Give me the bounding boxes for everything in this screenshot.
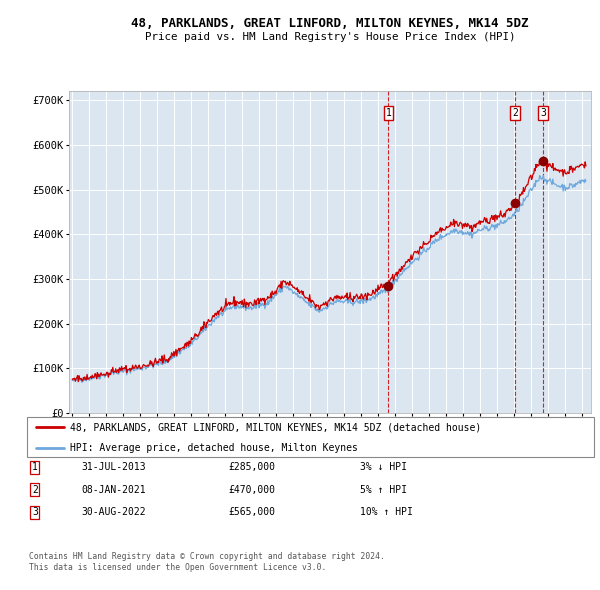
Text: 5% ↑ HPI: 5% ↑ HPI [360,485,407,494]
Text: 3% ↓ HPI: 3% ↓ HPI [360,463,407,472]
Text: £285,000: £285,000 [228,463,275,472]
Text: 08-JAN-2021: 08-JAN-2021 [81,485,146,494]
Text: Price paid vs. HM Land Registry's House Price Index (HPI): Price paid vs. HM Land Registry's House … [145,32,515,41]
Text: 10% ↑ HPI: 10% ↑ HPI [360,507,413,517]
Text: HPI: Average price, detached house, Milton Keynes: HPI: Average price, detached house, Milt… [70,444,358,454]
Text: 1: 1 [32,463,38,472]
Text: This data is licensed under the Open Government Licence v3.0.: This data is licensed under the Open Gov… [29,563,326,572]
Text: 31-JUL-2013: 31-JUL-2013 [81,463,146,472]
Text: 48, PARKLANDS, GREAT LINFORD, MILTON KEYNES, MK14 5DZ: 48, PARKLANDS, GREAT LINFORD, MILTON KEY… [131,17,529,30]
Text: £565,000: £565,000 [228,507,275,517]
Text: 1: 1 [385,108,391,118]
Text: 30-AUG-2022: 30-AUG-2022 [81,507,146,517]
Text: Contains HM Land Registry data © Crown copyright and database right 2024.: Contains HM Land Registry data © Crown c… [29,552,385,562]
Text: 48, PARKLANDS, GREAT LINFORD, MILTON KEYNES, MK14 5DZ (detached house): 48, PARKLANDS, GREAT LINFORD, MILTON KEY… [70,422,481,432]
Text: 3: 3 [540,108,546,118]
Text: 2: 2 [512,108,518,118]
Text: £470,000: £470,000 [228,485,275,494]
Text: 3: 3 [32,507,38,517]
Text: 2: 2 [32,485,38,494]
FancyBboxPatch shape [27,417,594,457]
